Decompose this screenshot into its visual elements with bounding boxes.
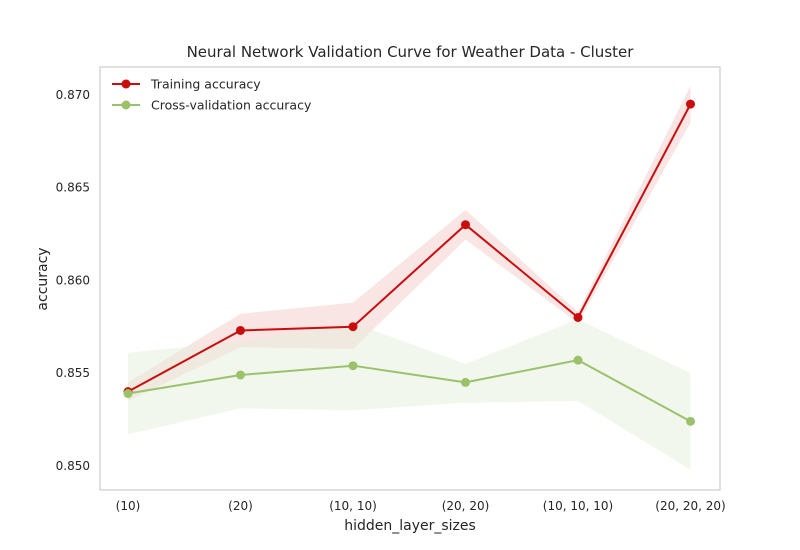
point-series-1-0 xyxy=(123,389,133,399)
line-series-0 xyxy=(127,103,692,393)
line-series-1 xyxy=(127,359,691,423)
point-series-1-5 xyxy=(686,416,695,426)
confidence-bands xyxy=(128,85,691,470)
y-tick-label: 0.860 xyxy=(56,273,90,287)
x-tick-label: (10) xyxy=(116,499,141,513)
legend-marker-0 xyxy=(121,79,131,89)
point-series-0-1 xyxy=(236,325,245,335)
point-series-1-4 xyxy=(573,355,583,365)
y-tick-label: 0.870 xyxy=(56,88,90,102)
point-series-0-4 xyxy=(573,312,583,322)
x-tick-label: (10, 10, 10) xyxy=(543,499,613,513)
y-axis-label: accuracy xyxy=(35,247,51,310)
y-tick-label: 0.855 xyxy=(56,366,90,380)
legend-marker-1 xyxy=(121,100,131,110)
x-axis-ticks: (10) (20) (10, 10) (20, 20) (10, 10, 10) (20,… xyxy=(116,499,726,513)
x-axis-label: hidden_layer_sizes xyxy=(344,518,476,534)
point-series-1-3 xyxy=(461,377,470,387)
y-axis-ticks: 0.850 0.855 0.860 0.865 0.870 xyxy=(56,88,90,473)
plot-area-frame xyxy=(99,66,721,491)
point-series-1-1 xyxy=(236,370,245,380)
band-series-1 xyxy=(128,319,691,470)
point-series-0-5 xyxy=(686,99,695,109)
x-tick-label: (20) xyxy=(228,499,253,513)
legend: Training accuracy Cross-validation accura… xyxy=(112,77,312,113)
point-series-0-2 xyxy=(348,322,358,332)
x-tick-label: (10, 10) xyxy=(329,499,377,513)
legend-label-1: Cross-validation accuracy xyxy=(151,98,312,113)
series-lines xyxy=(127,103,692,423)
band-series-0 xyxy=(128,85,691,401)
y-tick-label: 0.865 xyxy=(56,181,90,195)
point-series-1-2 xyxy=(348,361,358,371)
point-series-0-3 xyxy=(461,220,470,230)
x-tick-label: (20, 20, 20) xyxy=(655,499,725,513)
chart-title: Neural Network Validation Curve for Weat… xyxy=(187,43,635,61)
y-tick-label: 0.850 xyxy=(56,459,90,473)
series-points xyxy=(123,99,695,426)
legend-label-0: Training accuracy xyxy=(150,77,261,92)
x-tick-label: (20, 20) xyxy=(442,499,490,513)
